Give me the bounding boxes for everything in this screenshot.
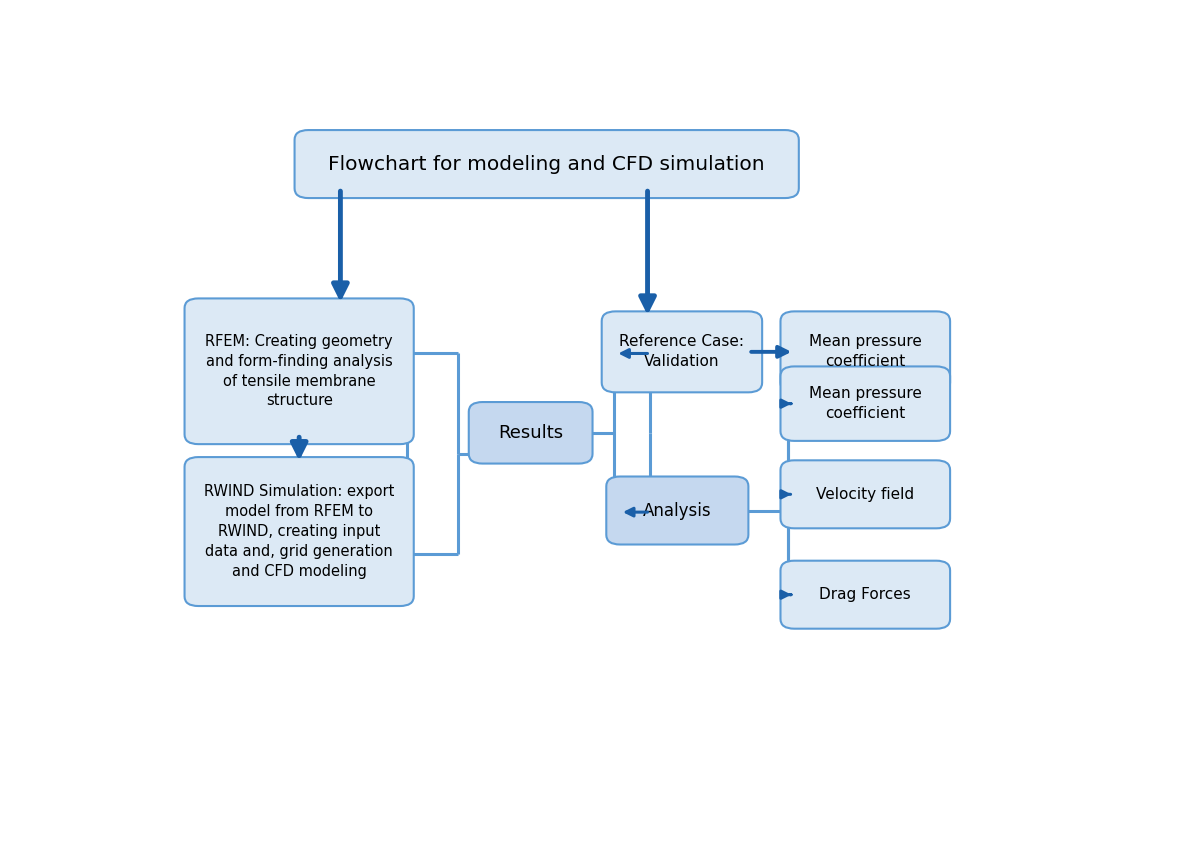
Text: Flowchart for modeling and CFD simulation: Flowchart for modeling and CFD simulatio…	[329, 155, 765, 173]
FancyBboxPatch shape	[185, 458, 414, 606]
Text: Velocity field: Velocity field	[816, 487, 914, 502]
FancyBboxPatch shape	[468, 402, 593, 463]
Text: Mean pressure
coefficient: Mean pressure coefficient	[809, 335, 922, 369]
Text: Results: Results	[498, 424, 563, 442]
FancyBboxPatch shape	[295, 130, 799, 198]
FancyBboxPatch shape	[781, 367, 950, 441]
Text: RFEM: Creating geometry
and form-finding analysis
of tensile membrane
structure: RFEM: Creating geometry and form-finding…	[206, 334, 393, 409]
FancyBboxPatch shape	[781, 460, 950, 528]
FancyBboxPatch shape	[185, 299, 414, 444]
FancyBboxPatch shape	[781, 561, 950, 629]
Text: Mean pressure
coefficient: Mean pressure coefficient	[809, 386, 922, 421]
FancyBboxPatch shape	[606, 477, 749, 544]
FancyBboxPatch shape	[602, 311, 762, 392]
Text: Drag Forces: Drag Forces	[820, 587, 911, 602]
FancyBboxPatch shape	[781, 311, 950, 392]
Text: Analysis: Analysis	[644, 501, 712, 520]
Text: Reference Case:
Validation: Reference Case: Validation	[620, 335, 744, 369]
Text: RWIND Simulation: export
model from RFEM to
RWIND, creating input
data and, grid: RWIND Simulation: export model from RFEM…	[203, 484, 394, 579]
